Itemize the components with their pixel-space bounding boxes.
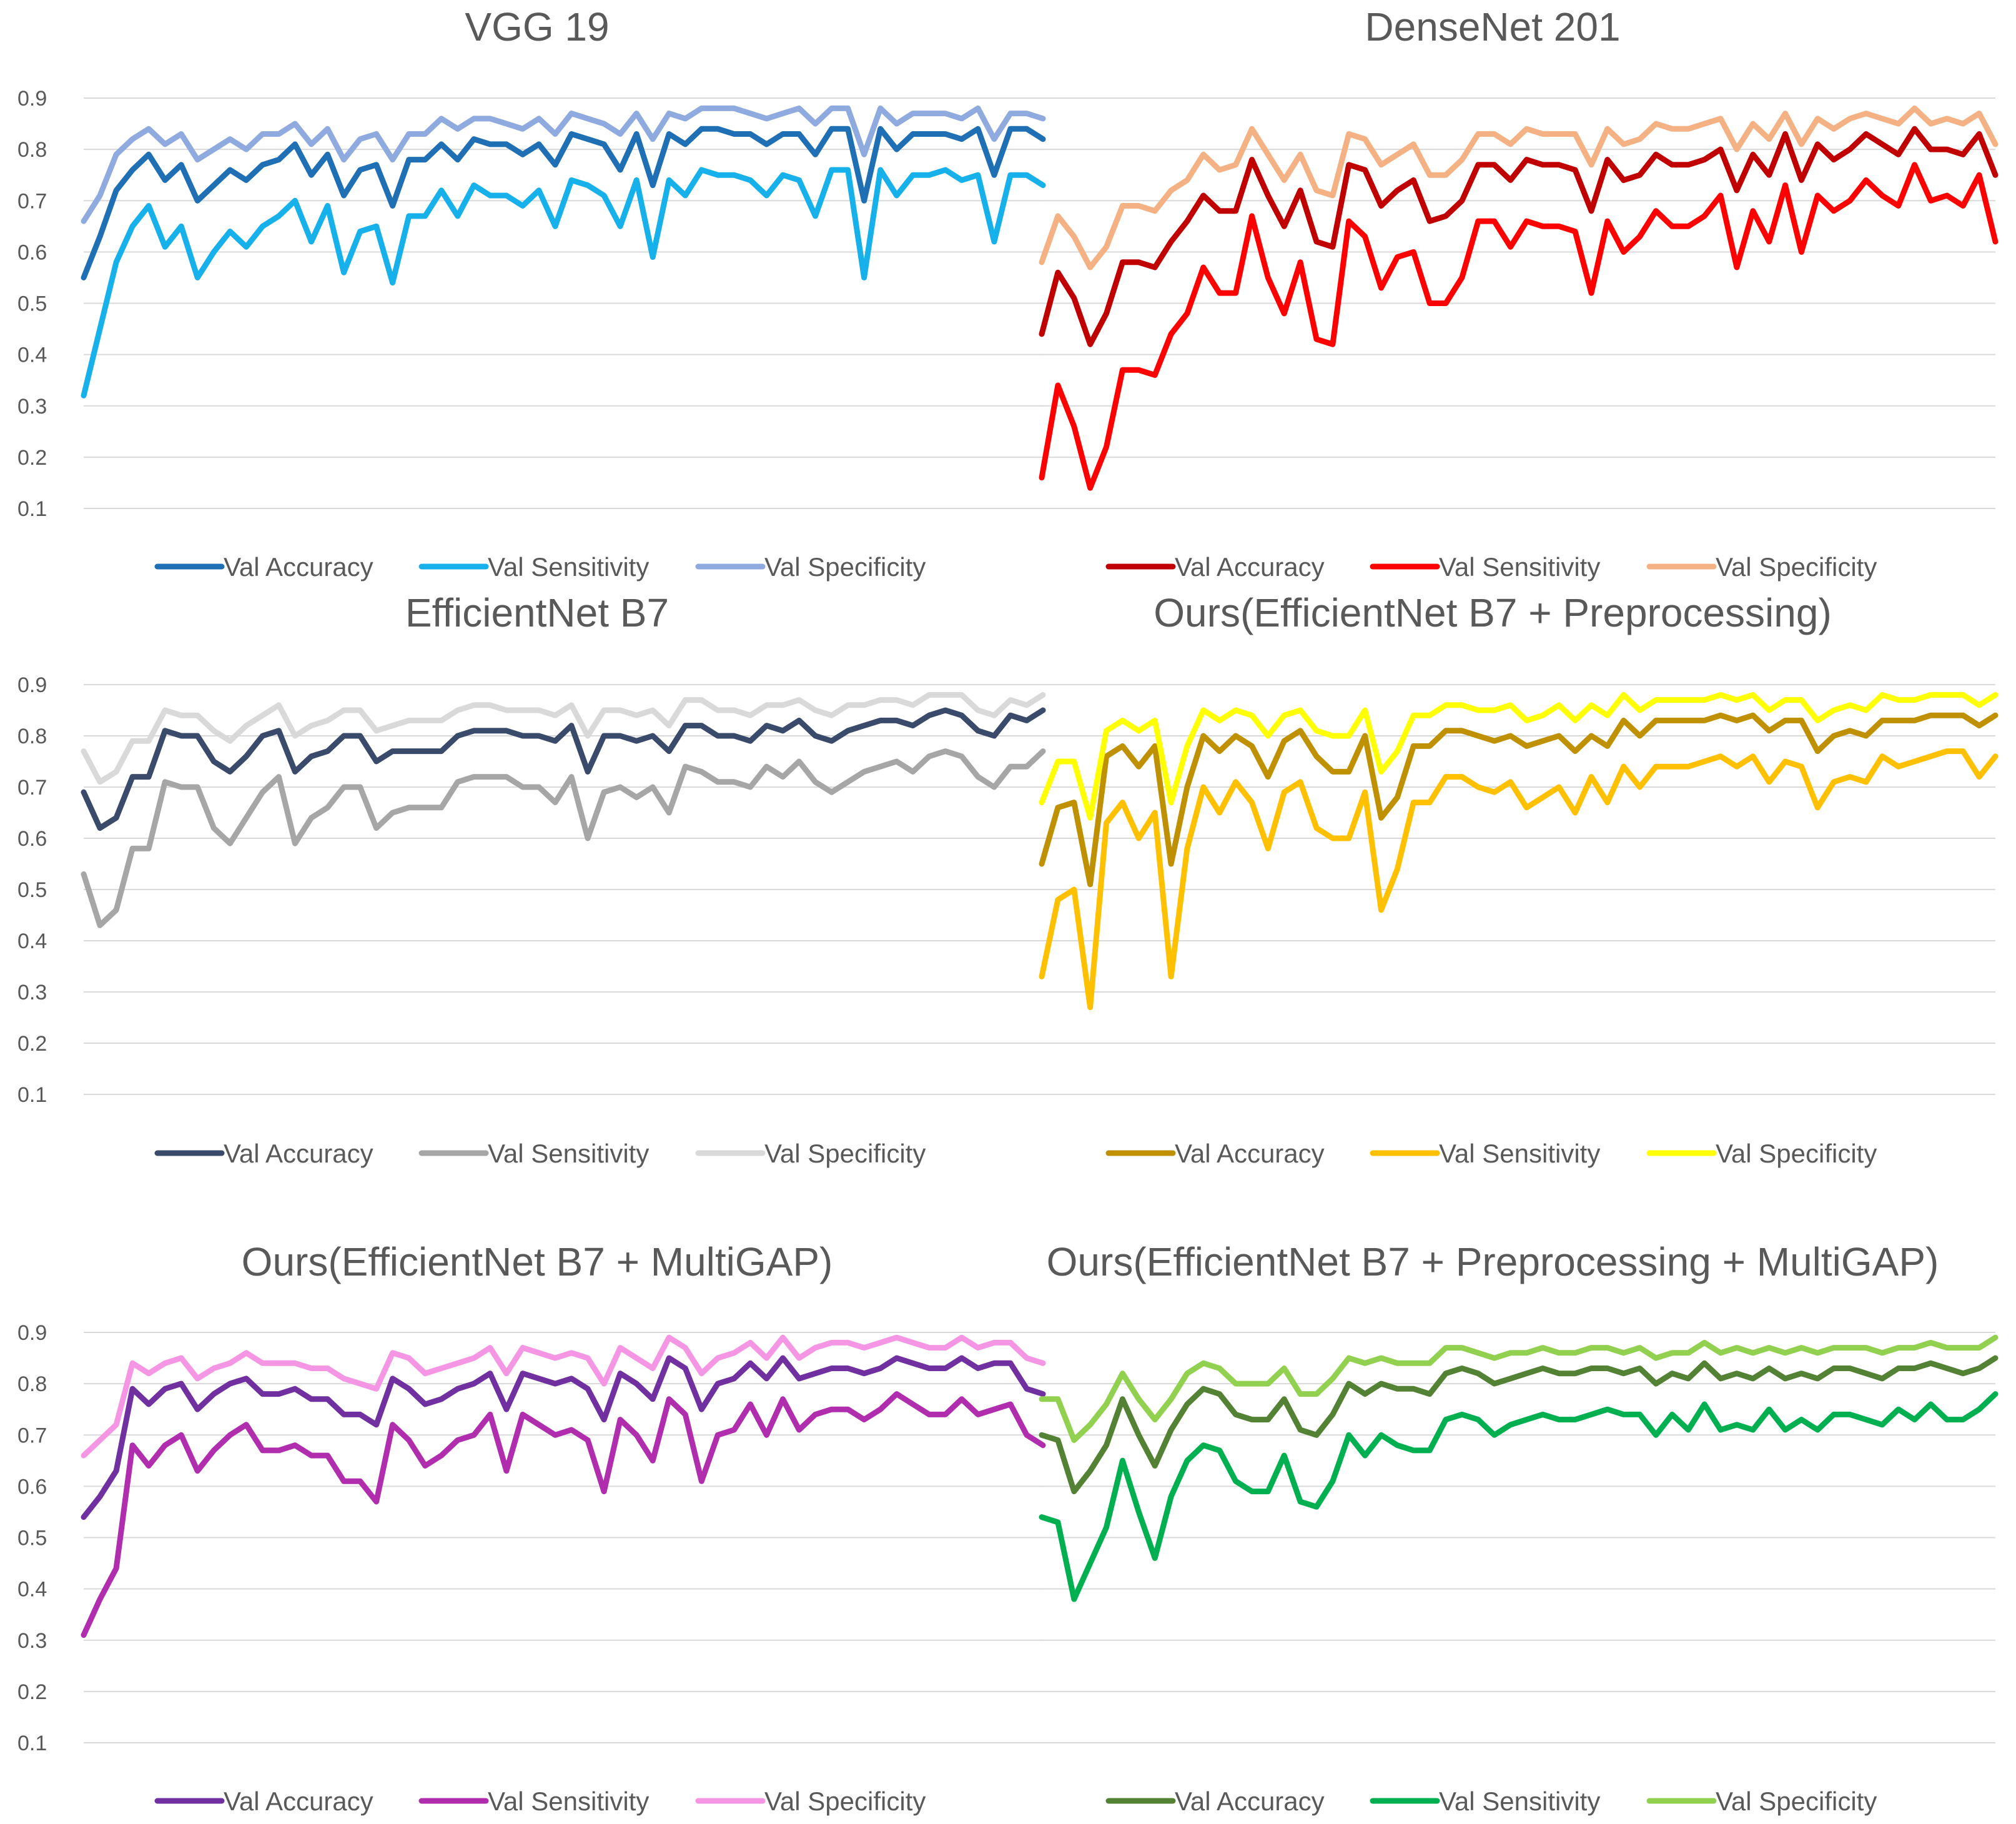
series-line-val-specificity <box>81 105 1046 224</box>
y-tick-label: 0.5 <box>17 878 47 902</box>
series-line-val-accuracy <box>81 126 1046 280</box>
legend-label-val-accuracy: Val Accuracy <box>224 552 373 582</box>
y-tick-label: 0.6 <box>17 240 47 264</box>
y-tick-label: 0.3 <box>17 1629 47 1653</box>
chart-title: VGG 19 <box>465 4 609 49</box>
legend: Val Accuracy Val Sensitivity Val Specifi… <box>154 1139 926 1168</box>
series-line-val-specificity <box>81 1334 1046 1459</box>
series-line-val-sensitivity <box>81 748 1046 928</box>
y-tick-label: 0.7 <box>17 1424 47 1447</box>
y-tick-labels: 0.1 0.2 0.3 0.4 0.5 0.6 0.7 0.8 0.9 <box>17 1321 47 1755</box>
panel-efficientnet-b7: EfficientNet B7 0.1 0.2 0.3 0.4 0.5 0.6 0.7 0.8… <box>17 590 1046 1168</box>
series-line-val-accuracy <box>81 1355 1046 1520</box>
legend-label-val-specificity: Val Specificity <box>1716 1787 1877 1816</box>
legend-label-val-accuracy: Val Accuracy <box>224 1787 373 1816</box>
panel-ours-preprocessing-multigap: Ours(EfficientNet B7 + Preprocessing + M… <box>1039 1239 1999 1816</box>
legend-label-val-specificity: Val Specificity <box>764 1139 926 1168</box>
legend-label-val-specificity: Val Specificity <box>1716 552 1877 582</box>
series-lines <box>1039 691 1999 1011</box>
legend-label-val-sensitivity: Val Sensitivity <box>1439 552 1600 582</box>
gridlines <box>84 684 1043 1095</box>
series-line-val-specificity <box>1039 1334 1999 1443</box>
y-tick-label: 0.5 <box>17 1527 47 1550</box>
y-tick-label: 0.4 <box>17 1578 47 1602</box>
y-tick-label: 0.4 <box>17 929 47 953</box>
legend: Val Accuracy Val Sensitivity Val Specifi… <box>154 1787 926 1816</box>
y-tick-label: 0.2 <box>17 1032 47 1056</box>
chart-title: DenseNet 201 <box>1365 4 1620 49</box>
legend-label-val-accuracy: Val Accuracy <box>224 1139 373 1168</box>
legend: Val Accuracy Val Sensitivity Val Specifi… <box>1105 552 1877 582</box>
series-lines <box>81 1334 1046 1638</box>
chart-title: Ours(EfficientNet B7 + Preprocessing + M… <box>1047 1239 1939 1284</box>
y-tick-label: 0.6 <box>17 1475 47 1499</box>
series-line-val-sensitivity <box>1039 748 1999 1011</box>
series-line-val-sensitivity <box>81 1391 1046 1638</box>
legend-label-val-sensitivity: Val Sensitivity <box>488 552 649 582</box>
gridlines <box>1042 1332 1995 1743</box>
gridlines <box>84 97 1043 509</box>
y-tick-label: 0.7 <box>17 189 47 213</box>
y-tick-label: 0.1 <box>17 1732 47 1755</box>
series-line-val-specificity <box>1039 105 1999 270</box>
legend-label-val-accuracy: Val Accuracy <box>1175 552 1325 582</box>
legend: Val Accuracy Val Sensitivity Val Specifi… <box>1105 1787 1877 1816</box>
series-lines <box>81 691 1046 928</box>
y-tick-labels: 0.1 0.2 0.3 0.4 0.5 0.6 0.7 0.8 0.9 <box>17 87 47 521</box>
series-line-val-accuracy <box>1039 1355 1999 1495</box>
legend-label-val-specificity: Val Specificity <box>764 1787 926 1816</box>
chart-title: Ours(EfficientNet B7 + MultiGAP) <box>242 1239 833 1284</box>
panel-vgg19: VGG 19 0.1 0.2 0.3 0.4 0.5 0.6 0.7 0.8 0.9 Val A… <box>17 4 1046 582</box>
gridlines <box>84 1332 1043 1743</box>
series-line-val-specificity <box>81 691 1046 785</box>
chart-title: EfficientNet B7 <box>405 590 669 635</box>
panel-ours-multigap: Ours(EfficientNet B7 + MultiGAP) 0.10.20… <box>17 1239 1046 1816</box>
y-tick-label: 0.2 <box>17 1680 47 1704</box>
series-line-val-sensitivity <box>81 167 1046 399</box>
series-line-val-accuracy <box>81 707 1046 831</box>
gridlines <box>1042 97 1995 509</box>
y-tick-label: 0.9 <box>17 1321 47 1345</box>
series-lines <box>81 105 1046 399</box>
legend-label-val-sensitivity: Val Sensitivity <box>1439 1787 1600 1816</box>
gridlines <box>1042 684 1995 1095</box>
series-line-val-accuracy <box>1039 712 1999 888</box>
legend-label-val-accuracy: Val Accuracy <box>1175 1787 1325 1816</box>
legend-label-val-sensitivity: Val Sensitivity <box>488 1139 649 1168</box>
y-tick-label: 0.3 <box>17 981 47 1004</box>
y-tick-label: 0.4 <box>17 344 47 367</box>
legend: Val Accuracy Val Sensitivity Val Specifi… <box>1105 1139 1877 1168</box>
series-lines <box>1039 105 1999 491</box>
legend-label-val-sensitivity: Val Sensitivity <box>1439 1139 1600 1168</box>
legend-label-val-specificity: Val Specificity <box>1716 1139 1877 1168</box>
y-tick-label: 0.7 <box>17 776 47 800</box>
y-tick-label: 0.1 <box>17 1083 47 1107</box>
y-tick-label: 0.1 <box>17 497 47 521</box>
legend: Val Accuracy Val Sensitivity Val Specifi… <box>154 552 926 582</box>
panel-densenet201: DenseNet 201 Val Accuracy Val Sensitivit… <box>1039 4 1999 582</box>
y-tick-label: 0.8 <box>17 138 47 162</box>
legend-label-val-sensitivity: Val Sensitivity <box>488 1787 649 1816</box>
y-tick-label: 0.3 <box>17 395 47 419</box>
series-lines <box>1039 1334 1999 1602</box>
y-tick-labels: 0.1 0.2 0.3 0.4 0.5 0.6 0.7 0.8 0.9 <box>17 673 47 1107</box>
y-tick-label: 0.5 <box>17 292 47 316</box>
y-tick-label: 0.2 <box>17 446 47 470</box>
panel-ours-preprocessing: Ours(EfficientNet B7 + Preprocessing) Va… <box>1039 590 1999 1168</box>
legend-label-val-accuracy: Val Accuracy <box>1175 1139 1325 1168</box>
y-tick-label: 0.8 <box>17 1372 47 1396</box>
legend-label-val-specificity: Val Specificity <box>764 552 926 582</box>
series-line-val-sensitivity <box>1039 1391 1999 1602</box>
y-tick-label: 0.6 <box>17 827 47 851</box>
series-line-val-sensitivity <box>1039 162 1999 491</box>
y-tick-label: 0.8 <box>17 725 47 748</box>
y-tick-label: 0.9 <box>17 673 47 697</box>
series-line-val-accuracy <box>1039 126 1999 347</box>
chart-title: Ours(EfficientNet B7 + Preprocessing) <box>1154 590 1832 635</box>
y-tick-label: 0.9 <box>17 87 47 111</box>
series-line-val-specificity <box>1039 691 1999 821</box>
